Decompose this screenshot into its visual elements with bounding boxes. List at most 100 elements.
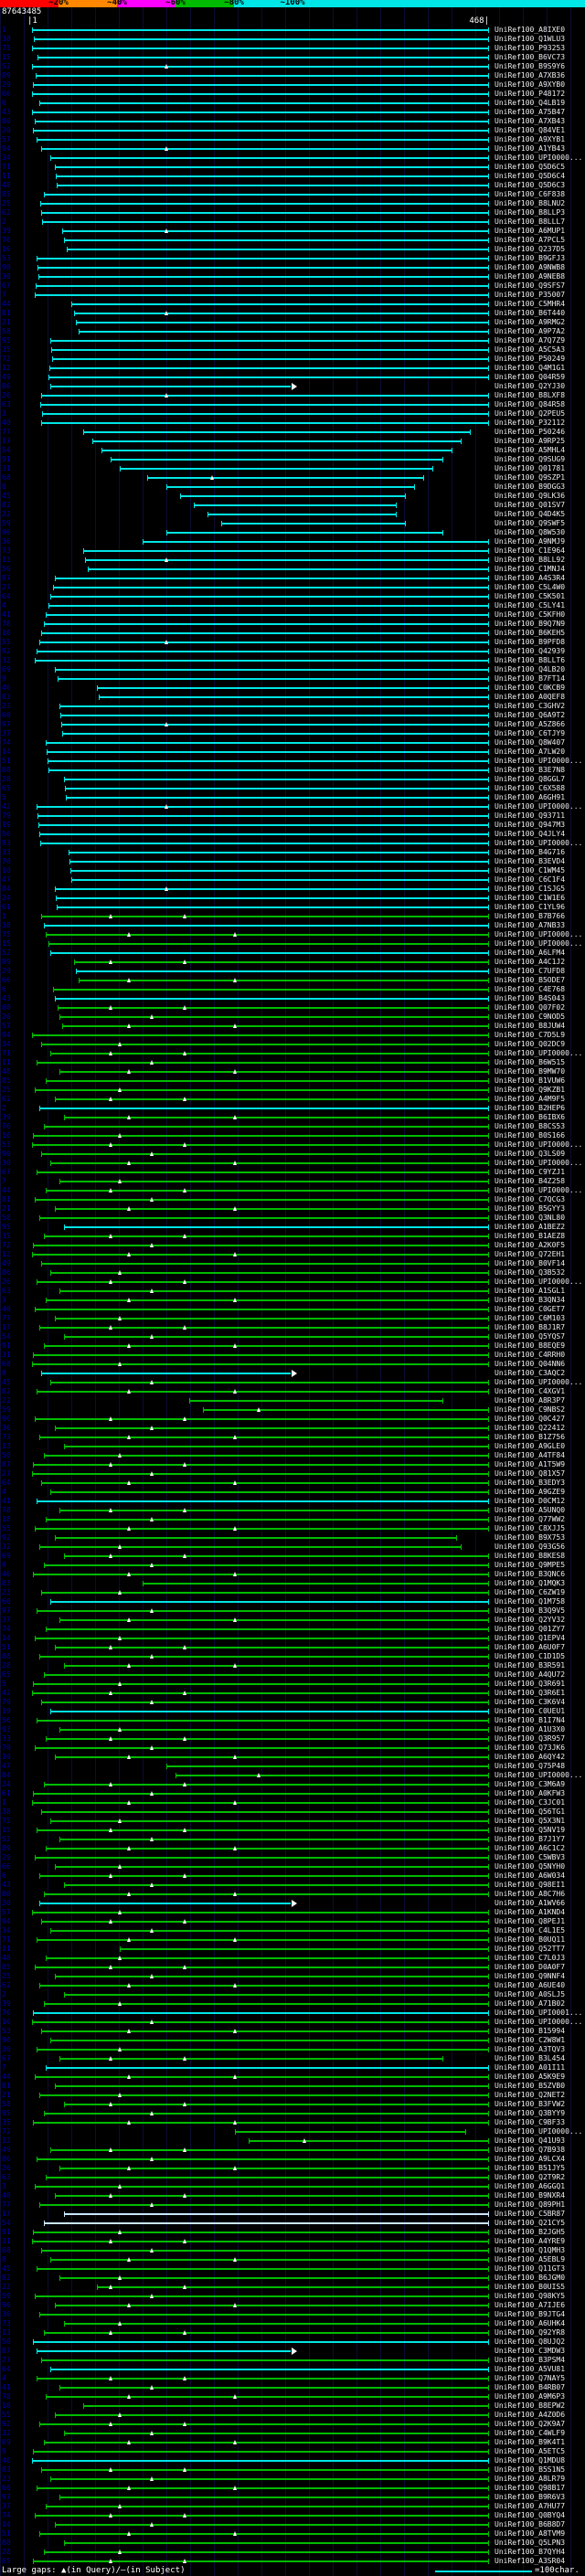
hit-bar[interactable] (43, 2442, 489, 2443)
hit-bar[interactable] (38, 1875, 489, 1877)
subject-label[interactable]: UniRef100_B3QNC6 (495, 1570, 566, 1578)
hit-bar[interactable] (59, 2387, 489, 2389)
hit-bar[interactable] (55, 888, 489, 890)
hit-bar[interactable] (50, 952, 489, 954)
hit-bar[interactable] (43, 1126, 489, 1128)
hit-bar[interactable] (33, 2341, 489, 2343)
subject-label[interactable]: UniRef100_Q41U93 (495, 2136, 566, 2145)
subject-label[interactable]: UniRef100_A5MHL4 (495, 446, 566, 454)
subject-label[interactable]: UniRef100_A0SLJ5 (495, 1990, 566, 1998)
subject-label[interactable]: UniRef100_C3M6A9 (495, 1780, 566, 1788)
hit-bar[interactable] (48, 760, 489, 762)
subject-label[interactable]: UniRef100_Q8W407 (495, 738, 566, 747)
subject-label[interactable]: UniRef100_A9RP25 (495, 437, 566, 445)
subject-label[interactable]: UniRef100_Q4JLY4 (495, 830, 566, 838)
hit-bar[interactable] (38, 641, 489, 643)
hit-bar[interactable] (60, 715, 489, 716)
hit-bar[interactable] (51, 349, 489, 351)
subject-label[interactable]: UniRef100_P32112 (495, 419, 566, 427)
hit-bar[interactable] (52, 358, 489, 360)
subject-label[interactable]: UniRef100_C4RRH0 (495, 1351, 566, 1359)
hit-bar[interactable] (50, 1162, 489, 1164)
subject-label[interactable]: UniRef100_B6W515 (495, 1058, 566, 1066)
subject-label[interactable]: UniRef100_C4WLF9 (495, 2429, 566, 2437)
hit-bar[interactable] (165, 532, 443, 534)
subject-label[interactable]: UniRef100_Q6A9T2 (495, 711, 566, 719)
subject-label[interactable]: UniRef100_Q1MQK3 (495, 1579, 566, 1587)
subject-label[interactable]: UniRef100_A0QEF8 (495, 693, 566, 701)
subject-label[interactable]: UniRef100_B8LL92 (495, 556, 566, 564)
subject-label[interactable]: UniRef100_Q3LS09 (495, 1150, 566, 1158)
subject-label[interactable]: UniRef100_C4E768 (495, 985, 566, 993)
hit-bar[interactable] (64, 2542, 489, 2544)
subject-label[interactable]: UniRef100_A1SGL1 (495, 1287, 566, 1295)
subject-label[interactable]: UniRef100_B8LLT6 (495, 656, 566, 664)
subject-label[interactable]: UniRef100_C4L1E5 (495, 1926, 566, 1935)
subject-label[interactable]: UniRef100_Q01ZY7 (495, 1625, 566, 1633)
hit-bar[interactable] (37, 139, 489, 141)
hit-bar[interactable] (33, 2122, 489, 2124)
subject-label[interactable]: UniRef100_A4S3R4 (495, 574, 566, 582)
subject-label[interactable]: UniRef100_A9M6P3 (495, 2392, 566, 2401)
hit-bar[interactable] (46, 2506, 489, 2507)
subject-label[interactable]: UniRef100_Q9LK36 (495, 492, 566, 500)
subject-label[interactable]: UniRef100_A9NMJ9 (495, 537, 566, 546)
subject-label[interactable]: UniRef100_A71B02 (495, 1999, 566, 2008)
subject-label[interactable]: UniRef100_Q56TG1 (495, 1807, 566, 1816)
subject-label[interactable]: UniRef100_C6TJY9 (495, 729, 566, 737)
hit-bar[interactable] (34, 1199, 489, 1201)
hit-bar[interactable] (46, 1738, 489, 1740)
subject-label[interactable]: UniRef100_C7QCG3 (495, 1195, 566, 1203)
hit-bar[interactable] (38, 2533, 489, 2535)
hit-bar[interactable] (46, 1299, 489, 1301)
subject-label[interactable]: UniRef100_UPI0000... (495, 1186, 583, 1194)
hit-bar[interactable] (143, 541, 489, 543)
hit-bar[interactable] (41, 1153, 489, 1155)
hit-bar[interactable] (143, 1583, 489, 1585)
hit-bar[interactable] (193, 504, 397, 506)
hit-bar[interactable] (40, 843, 489, 844)
subject-label[interactable]: UniRef100_B9JTG4 (495, 2310, 566, 2318)
subject-label[interactable]: UniRef100_UPI0000... (495, 2018, 583, 2026)
subject-label[interactable]: UniRef100_A9GZE9 (495, 1488, 566, 1496)
subject-label[interactable]: UniRef100_Q0C427 (495, 1415, 566, 1423)
subject-label[interactable]: UniRef100_B8JUW4 (495, 1022, 566, 1030)
subject-label[interactable]: UniRef100_Q7NAY5 (495, 2374, 566, 2382)
hit-bar[interactable] (33, 1793, 489, 1795)
hit-bar[interactable] (55, 998, 489, 1000)
hit-bar[interactable] (32, 2021, 489, 2023)
hit-bar[interactable] (38, 2204, 489, 2206)
subject-label[interactable]: UniRef100_Q3R691 (495, 1680, 566, 1688)
hit-bar[interactable] (59, 2496, 489, 2498)
subject-label[interactable]: UniRef100_B9Q7N9 (495, 620, 566, 628)
hit-bar[interactable] (33, 2451, 489, 2453)
hit-bar[interactable] (99, 696, 489, 698)
hit-bar[interactable] (50, 1053, 489, 1055)
hit-bar[interactable] (46, 742, 489, 744)
hit-bar[interactable] (50, 1711, 489, 1712)
hit-bar[interactable] (43, 2551, 489, 2553)
hit-bar[interactable] (41, 1482, 489, 1484)
hit-bar[interactable] (64, 779, 489, 780)
hit-bar[interactable] (32, 1034, 489, 1036)
hit-bar[interactable] (38, 1546, 462, 1548)
subject-label[interactable]: UniRef100_Q9NNF4 (495, 1972, 566, 1980)
hit-bar[interactable] (32, 1473, 489, 1475)
subject-label[interactable]: UniRef100_C0KCB9 (495, 684, 566, 692)
hit-bar[interactable] (41, 148, 489, 150)
hit-bar[interactable] (38, 1436, 489, 1438)
subject-label[interactable]: UniRef100_A8R3P7 (495, 1396, 566, 1405)
subject-label[interactable]: UniRef100_B8LXF8 (495, 391, 566, 399)
subject-label[interactable]: UniRef100_A9GLE0 (495, 1442, 566, 1450)
hit-bar[interactable] (34, 1747, 489, 1749)
subject-label[interactable]: UniRef100_B0S166 (495, 1131, 566, 1140)
hit-bar[interactable] (82, 2405, 489, 2407)
hit-bar[interactable] (43, 925, 489, 927)
subject-label[interactable]: UniRef100_UPI0000... (495, 1771, 583, 1779)
subject-label[interactable]: UniRef100_A8IXE0 (495, 26, 566, 34)
hit-bar[interactable] (35, 294, 489, 296)
subject-label[interactable]: UniRef100_Q52TT7 (495, 1945, 566, 1953)
hit-bar[interactable] (82, 550, 489, 552)
hit-bar[interactable] (43, 1455, 489, 1457)
subject-label[interactable]: UniRef100_Q11GT3 (495, 2264, 566, 2273)
